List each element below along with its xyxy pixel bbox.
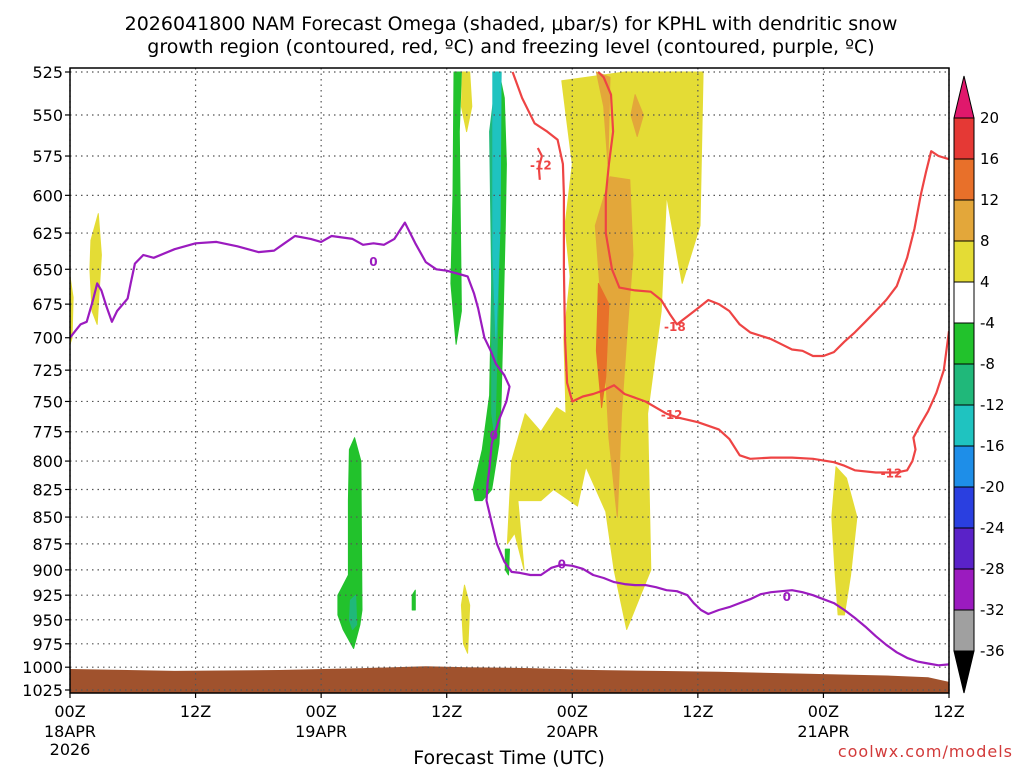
y-tick-label: 550 [32, 106, 63, 125]
x-date-label: 21APR [797, 722, 849, 741]
colorbar-bin [953, 609, 975, 652]
colorbar-bin [953, 568, 975, 611]
colorbar-label: 4 [980, 273, 990, 291]
x-tick-label: 12Z [180, 702, 211, 721]
x-date-label: 19APR [295, 722, 347, 741]
x-year-label: 2026 [50, 740, 91, 759]
dgz-contour-label: -12 [530, 159, 552, 173]
y-tick-label: 975 [32, 635, 63, 654]
y-tick-label: 1025 [22, 681, 63, 700]
y-tick-label: 600 [32, 186, 63, 205]
omega-region [348, 594, 358, 630]
y-tick-label: 650 [32, 260, 63, 279]
colorbar-label: -12 [980, 396, 1005, 414]
colorbar-bin [953, 199, 975, 242]
x-axis-label: Forecast Time (UTC) [413, 747, 604, 768]
dgz-contour-label: -18 [664, 320, 686, 334]
omega-region [450, 71, 462, 345]
colorbar-label: 8 [980, 232, 990, 250]
y-tick-label: 875 [32, 535, 63, 554]
dgz-contour-label: -12 [881, 467, 903, 481]
colorbar-label: -4 [980, 314, 995, 332]
omega-region [595, 282, 610, 409]
y-tick-label: 825 [32, 480, 63, 499]
colorbar-label: -20 [980, 478, 1005, 496]
freezing-level-contour-label: 0 [558, 558, 566, 572]
colorbar-bin [953, 158, 975, 201]
colorbar-bin [953, 486, 975, 529]
x-tick-label: 12Z [682, 702, 713, 721]
x-tick-label: 00Z [305, 702, 336, 721]
omega-region [70, 275, 74, 345]
colorbar: 20 16 12 8 4 -4 -8 -12 -16 -20 -24 -28 -32 -36 [953, 75, 1005, 694]
colorbar-bin [953, 363, 975, 406]
contours: -12 -12 -12 -18 0 0 0 0 [70, 71, 949, 667]
y-tick-label: 925 [32, 586, 63, 605]
grid-lines [69, 68, 950, 693]
y-tick-label: 900 [32, 561, 63, 580]
colorbar-bin [953, 404, 975, 447]
colorbar-bin [953, 281, 975, 324]
x-tick-label: 00Z [808, 702, 839, 721]
omega-region [594, 176, 634, 518]
y-tick-label: 675 [32, 295, 63, 314]
x-tick-label: 12Z [933, 702, 964, 721]
y-axis: 525 550 575 600 625 650 675 700 725 750 775 800 825 8… [22, 63, 70, 700]
y-tick-label: 1000 [22, 658, 63, 677]
omega-region [411, 589, 416, 611]
omega-shading [70, 71, 858, 654]
credit-text: coolwx.com/models [838, 742, 1013, 761]
colorbar-top-arrow [953, 75, 975, 119]
freezing-level-contour [70, 221, 949, 667]
dgz-contour [511, 71, 949, 474]
colorbar-bottom-arrow [953, 650, 975, 694]
freezing-level-contour-label: 0 [369, 255, 377, 269]
chart-title-line2: growth region (contoured, red, ºC) and f… [147, 36, 874, 58]
omega-region [460, 584, 471, 654]
y-tick-label: 775 [32, 423, 63, 442]
plot-frame [69, 67, 950, 694]
y-tick-label: 525 [32, 63, 63, 82]
colorbar-label: 20 [980, 109, 999, 127]
dgz-contour [536, 147, 544, 180]
freezing-level-contour-label: 0 [783, 590, 791, 604]
chart-title-line1: 2026041800 NAM Forecast Omega (shaded, μ… [125, 13, 898, 35]
colorbar-bin [953, 527, 975, 570]
x-tick-label: 12Z [431, 702, 462, 721]
dgz-contour-label: -12 [661, 408, 683, 422]
surface-terrain [70, 666, 949, 693]
y-tick-label: 800 [32, 452, 63, 471]
colorbar-label: -24 [980, 519, 1005, 537]
colorbar-label: -32 [980, 601, 1005, 619]
x-date-label: 20APR [546, 722, 598, 741]
ground-surface [70, 666, 949, 693]
colorbar-bin [953, 117, 975, 160]
colorbar-label: 16 [980, 150, 999, 168]
omega-region [831, 466, 858, 616]
y-tick-label: 725 [32, 361, 63, 380]
y-tick-label: 950 [32, 611, 63, 630]
x-tick-label: 00Z [54, 702, 85, 721]
y-tick-label: 850 [32, 508, 63, 527]
x-date-label: 18APR [44, 722, 96, 741]
colorbar-label: -8 [980, 355, 995, 373]
freezing-level-contour-label: 0 [490, 428, 498, 442]
y-tick-label: 700 [32, 329, 63, 348]
colorbar-label: -16 [980, 437, 1005, 455]
colorbar-label: -28 [980, 560, 1005, 578]
colorbar-label: -36 [980, 642, 1005, 660]
y-tick-label: 625 [32, 224, 63, 243]
y-tick-label: 750 [32, 392, 63, 411]
colorbar-bin [953, 240, 975, 283]
dgz-contour [597, 71, 949, 358]
y-tick-label: 575 [32, 147, 63, 166]
colorbar-bin [953, 445, 975, 488]
x-tick-label: 00Z [557, 702, 588, 721]
colorbar-bin [953, 322, 975, 365]
omega-region [460, 71, 473, 133]
colorbar-label: 12 [980, 191, 999, 209]
